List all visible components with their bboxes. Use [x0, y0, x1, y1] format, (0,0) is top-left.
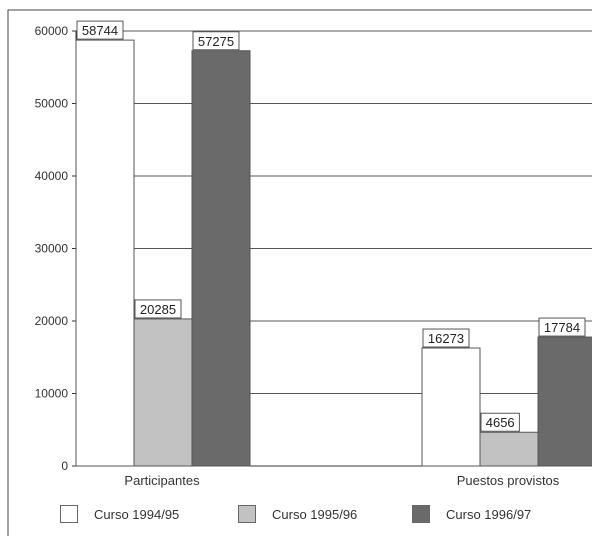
legend-item-1996: Curso 1996/97	[412, 505, 531, 523]
legend-label-1996: Curso 1996/97	[446, 506, 532, 522]
data-label-box-1-1	[480, 412, 520, 432]
legend-item-1995: Curso 1995/96	[238, 505, 357, 523]
x-category-label-1: Puestos provistos	[457, 473, 560, 488]
legend-swatch-1996	[412, 505, 430, 523]
x-category-label-0: Participantes	[124, 473, 200, 488]
y-tick-label-1: 10000	[35, 387, 69, 401]
legend-item-1994: Curso 1994/95	[60, 505, 179, 523]
bar-1-1	[479, 431, 539, 467]
data-label-box-1-2	[538, 317, 586, 337]
data-label-1-2: 17784	[544, 320, 580, 335]
y-tick-label-3: 30000	[35, 242, 69, 256]
bar-1-0	[421, 347, 481, 467]
y-tick-label-0: 0	[61, 459, 68, 473]
data-label-box-0-2	[192, 31, 240, 51]
data-label-1-0: 16273	[428, 331, 464, 346]
data-label-1-1: 4656	[486, 415, 515, 430]
y-tick-label-2: 20000	[35, 314, 69, 328]
bar-1-2	[537, 336, 592, 467]
data-label-0-2: 57275	[198, 34, 234, 49]
data-label-box-1-0	[422, 328, 470, 348]
data-label-box-0-0	[76, 20, 124, 40]
bar-0-2	[191, 50, 251, 467]
data-label-box-0-1	[134, 299, 182, 319]
data-label-0-1: 20285	[140, 302, 176, 317]
y-tick-label-5: 50000	[35, 97, 69, 111]
bar-0-0	[75, 39, 135, 467]
legend-swatch-1994	[60, 505, 78, 523]
legend-label-1994: Curso 1994/95	[94, 506, 180, 522]
legend-label-1995: Curso 1995/96	[272, 506, 358, 522]
chart-border	[7, 9, 592, 536]
legend: Curso 1994/95 Curso 1995/96 Curso 1996/9…	[0, 505, 592, 535]
bar-0-1	[133, 318, 193, 467]
data-label-0-0: 58744	[82, 23, 118, 38]
y-tick-label-6: 60000	[35, 24, 69, 38]
legend-swatch-1995	[238, 505, 256, 523]
y-tick-label-4: 40000	[35, 169, 69, 183]
